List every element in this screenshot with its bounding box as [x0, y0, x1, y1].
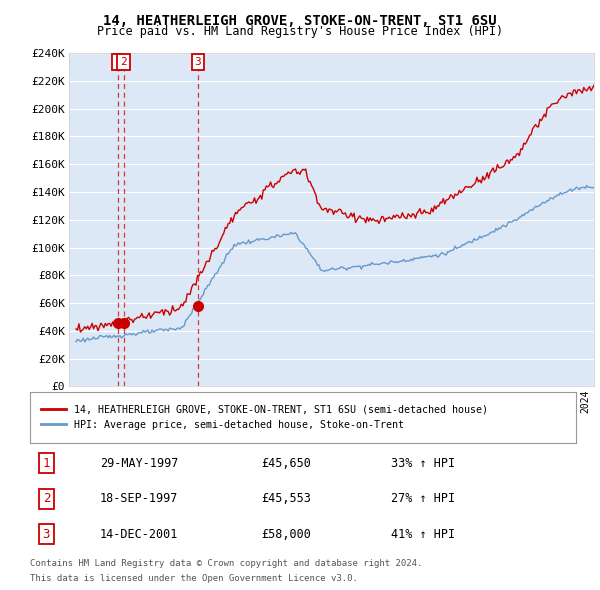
Text: This data is licensed under the Open Government Licence v3.0.: This data is licensed under the Open Gov…: [30, 574, 358, 583]
Text: 1: 1: [43, 457, 50, 470]
Text: £45,553: £45,553: [262, 492, 311, 506]
Text: 2: 2: [120, 57, 127, 67]
Text: 1: 1: [115, 57, 122, 67]
Text: 14, HEATHERLEIGH GROVE, STOKE-ON-TRENT, ST1 6SU: 14, HEATHERLEIGH GROVE, STOKE-ON-TRENT, …: [103, 14, 497, 28]
Text: £58,000: £58,000: [262, 527, 311, 541]
Text: 14-DEC-2001: 14-DEC-2001: [100, 527, 178, 541]
Legend: 14, HEATHERLEIGH GROVE, STOKE-ON-TRENT, ST1 6SU (semi-detached house), HPI: Aver: 14, HEATHERLEIGH GROVE, STOKE-ON-TRENT, …: [35, 399, 494, 436]
Text: 3: 3: [43, 527, 50, 541]
Text: 33% ↑ HPI: 33% ↑ HPI: [391, 457, 455, 470]
Text: 3: 3: [194, 57, 202, 67]
Text: £45,650: £45,650: [262, 457, 311, 470]
Text: 2: 2: [43, 492, 50, 506]
Text: 18-SEP-1997: 18-SEP-1997: [100, 492, 178, 506]
Text: Contains HM Land Registry data © Crown copyright and database right 2024.: Contains HM Land Registry data © Crown c…: [30, 559, 422, 568]
Text: 29-MAY-1997: 29-MAY-1997: [100, 457, 178, 470]
Text: 27% ↑ HPI: 27% ↑ HPI: [391, 492, 455, 506]
Text: Price paid vs. HM Land Registry's House Price Index (HPI): Price paid vs. HM Land Registry's House …: [97, 25, 503, 38]
Text: 41% ↑ HPI: 41% ↑ HPI: [391, 527, 455, 541]
